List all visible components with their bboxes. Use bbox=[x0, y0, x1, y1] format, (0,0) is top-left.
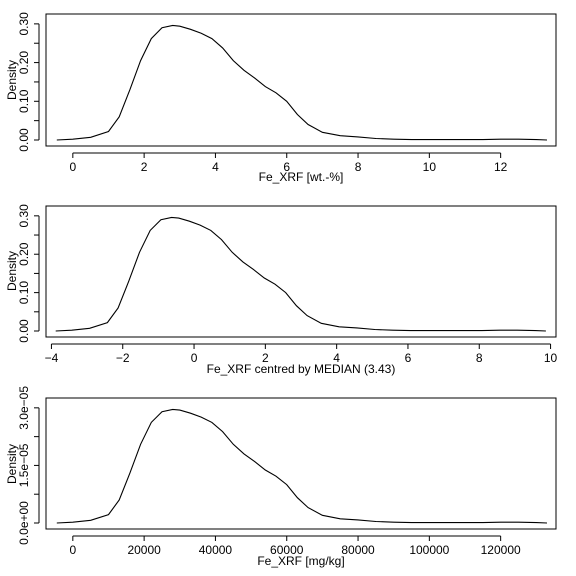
y-axis-label: Density bbox=[5, 251, 19, 291]
x-tick-label: 2 bbox=[262, 351, 269, 365]
x-tick-label: 40000 bbox=[199, 543, 233, 557]
x-tick-label: 6 bbox=[283, 160, 290, 174]
x-tick-label: 4 bbox=[333, 351, 340, 365]
y-tick-label: 0.30 bbox=[17, 204, 31, 228]
y-tick-label: 0.00 bbox=[17, 319, 31, 343]
x-axis-label: Fe_XRF [mg/kg] bbox=[257, 554, 344, 568]
x-tick-label: 120000 bbox=[481, 543, 521, 557]
y-tick-label: 0.0e+00 bbox=[17, 501, 31, 545]
y-tick-label: 0.10 bbox=[17, 89, 31, 113]
y-tick-label: 3.0e−05 bbox=[17, 386, 31, 430]
x-tick-label: −2 bbox=[116, 351, 130, 365]
x-tick-label: 8 bbox=[476, 351, 483, 365]
density-curve bbox=[56, 408, 548, 524]
x-tick-label: 10 bbox=[544, 351, 558, 365]
y-axis: 0.00 0.10 0.20 0.30 bbox=[17, 12, 40, 152]
y-tick-label: 0.30 bbox=[17, 12, 31, 36]
plot-frame bbox=[45, 13, 557, 147]
x-axis: 0 20000 40000 60000 80000 100000 120000 bbox=[69, 535, 521, 557]
x-tick-label: 2 bbox=[141, 160, 148, 174]
x-tick-label: 60000 bbox=[270, 543, 304, 557]
chart-panel-2: −4 −2 0 2 4 6 8 10 0.00 0.10 0.20 0.30 Fe_XRF cent… bbox=[5, 204, 558, 376]
x-tick-label: 4 bbox=[212, 160, 219, 174]
y-tick-label: 0.20 bbox=[17, 51, 31, 75]
y-axis-label: Density bbox=[5, 60, 19, 100]
x-axis: 0 2 4 6 8 10 12 bbox=[69, 152, 508, 174]
series-group bbox=[56, 24, 548, 141]
x-tick-label: 80000 bbox=[341, 543, 375, 557]
density-curve bbox=[56, 24, 548, 141]
x-axis: −4 −2 0 2 4 6 8 10 bbox=[45, 343, 558, 365]
y-axis: 0.00 0.10 0.20 0.30 bbox=[17, 204, 40, 343]
x-tick-label: 0 bbox=[69, 160, 76, 174]
x-tick-label: 0 bbox=[191, 351, 198, 365]
y-tick-label: 0.20 bbox=[17, 242, 31, 266]
y-tick-label: 0.00 bbox=[17, 128, 31, 152]
x-tick-label: 8 bbox=[355, 160, 362, 174]
x-tick-label: 20000 bbox=[127, 543, 161, 557]
x-axis-label: Fe_XRF [wt.-%] bbox=[259, 170, 344, 184]
chart-panel-3: 0 20000 40000 60000 80000 100000 120000 0.0e+0… bbox=[5, 386, 557, 568]
series-group bbox=[56, 408, 548, 524]
plot-frame bbox=[45, 397, 557, 530]
x-tick-label: 100000 bbox=[409, 543, 449, 557]
x-tick-label: 6 bbox=[405, 351, 412, 365]
x-tick-label: 10 bbox=[423, 160, 437, 174]
plot-frame bbox=[45, 205, 557, 338]
y-axis: 0.0e+00 1.5e−05 3.0e−05 bbox=[17, 386, 40, 545]
y-tick-label: 1.5e−05 bbox=[17, 443, 31, 487]
series-group bbox=[55, 216, 546, 332]
x-tick-label: −4 bbox=[45, 351, 59, 365]
y-tick-label: 0.10 bbox=[17, 281, 31, 305]
x-tick-label: 0 bbox=[69, 543, 76, 557]
x-axis-label: Fe_XRF centred by MEDIAN (3.43) bbox=[207, 362, 396, 376]
y-axis-label: Density bbox=[5, 444, 19, 484]
density-curve bbox=[55, 216, 546, 332]
chart-panel-1: 0 2 4 6 8 10 12 0.00 0.10 0.20 0.30 Fe_XRF [wt.-%… bbox=[5, 12, 557, 184]
x-tick-label: 12 bbox=[494, 160, 508, 174]
